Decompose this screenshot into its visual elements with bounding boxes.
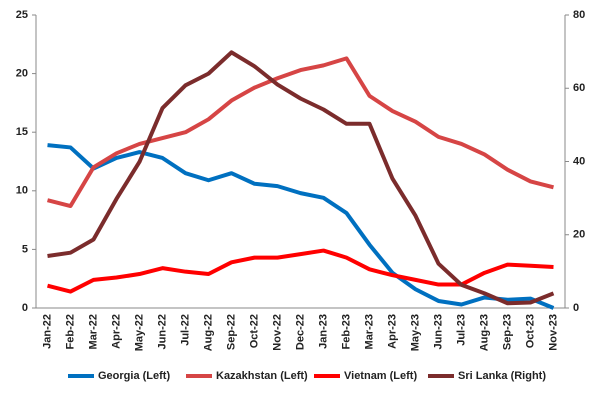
x-tick-label: Mar-23 <box>363 314 375 349</box>
y-tick-label: 5 <box>22 243 28 255</box>
x-tick-label: Apr-23 <box>386 314 398 349</box>
x-tick-label: Apr-22 <box>110 314 122 349</box>
x-tick-label: Nov-22 <box>271 314 283 351</box>
series-line <box>47 248 554 294</box>
x-tick-label: May-23 <box>409 314 421 351</box>
x-tick-label: Oct-23 <box>524 314 536 348</box>
x-tick-label: Sep-22 <box>225 314 237 350</box>
y2-tick-label: 60 <box>573 82 585 94</box>
x-tick-label: Jun-22 <box>156 314 168 349</box>
x-tick-label: Jun-23 <box>432 314 444 349</box>
y-tick-label: 25 <box>16 9 28 21</box>
x-tick-label: Dec-22 <box>294 314 306 350</box>
x-tick-label: Nov-23 <box>547 314 559 351</box>
x-tick-label: May-22 <box>133 314 145 351</box>
legend-label: Vietnam (Left) <box>344 370 417 382</box>
x-tick-label: Jul-23 <box>455 314 467 346</box>
x-tick-label: Aug-22 <box>202 314 214 351</box>
legend-label: Sri Lanka (Right) <box>458 370 546 382</box>
series-line <box>47 143 555 310</box>
y-tick-label: 0 <box>22 302 28 314</box>
x-tick-label: Sep-23 <box>501 314 513 350</box>
legend-label: Kazakhstan (Left) <box>216 370 308 382</box>
y2-tick-label: 80 <box>573 9 585 21</box>
y2-tick-label: 20 <box>573 229 585 241</box>
x-tick-label: Jan-22 <box>41 314 53 349</box>
series-line <box>47 56 554 209</box>
x-tick-label: Aug-23 <box>478 314 490 351</box>
x-tick-label: Oct-22 <box>248 314 260 348</box>
x-tick-label: Jul-22 <box>179 314 191 346</box>
series-line <box>47 50 555 306</box>
y2-tick-label: 0 <box>573 302 579 314</box>
y2-tick-label: 40 <box>573 155 585 167</box>
x-tick-label: Mar-22 <box>87 314 99 349</box>
y-tick-label: 10 <box>16 185 28 197</box>
legend-label: Georgia (Left) <box>98 370 170 382</box>
y-tick-label: 15 <box>16 126 28 138</box>
x-tick-label: Feb-23 <box>340 314 352 349</box>
y-tick-label: 20 <box>16 68 28 80</box>
x-tick-label: Feb-22 <box>64 314 76 349</box>
x-tick-label: Jan-23 <box>317 314 329 349</box>
